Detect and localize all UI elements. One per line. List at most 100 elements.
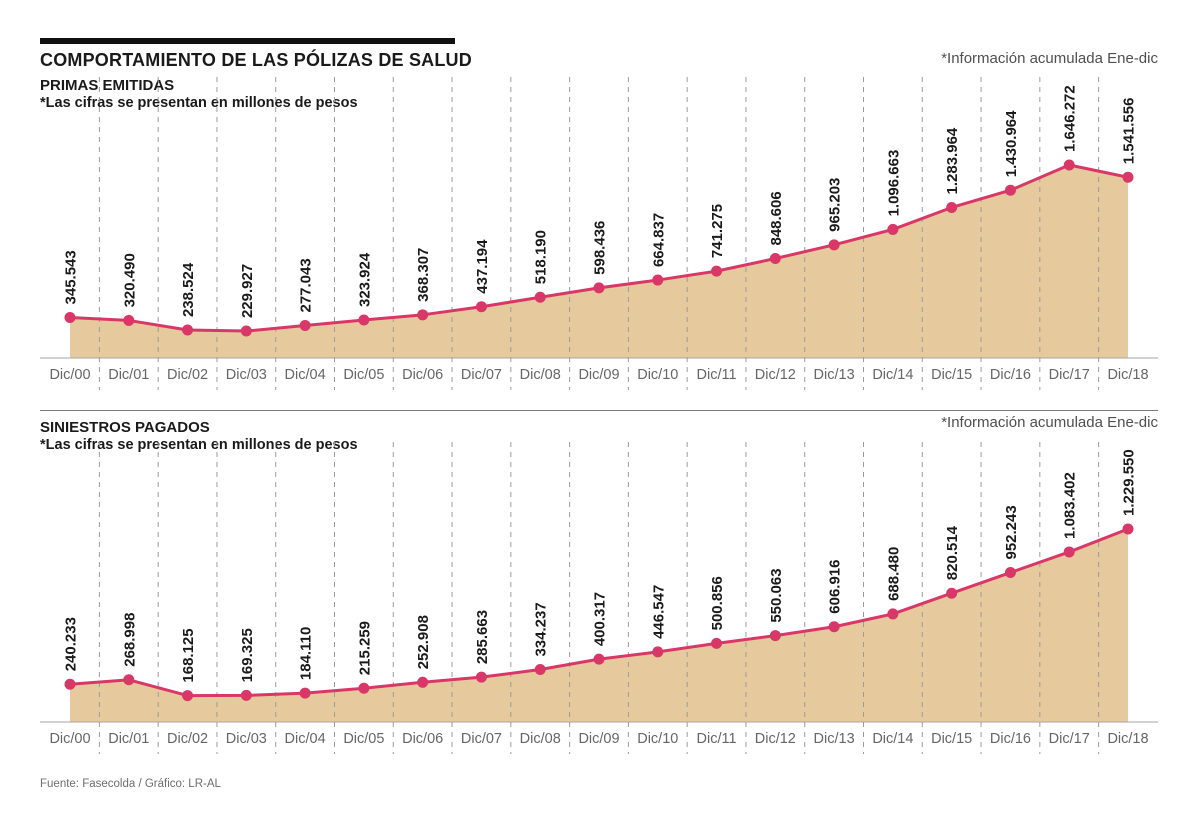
x-tick-label: Dic/15 bbox=[931, 367, 972, 383]
chart-title-primas: PRIMAS EMITIDAS bbox=[40, 77, 175, 94]
chart-subtitle-primas: *Las cifras se presentan en millones de … bbox=[40, 95, 358, 111]
data-point bbox=[769, 630, 781, 642]
value-label: 1.646.272 bbox=[1062, 85, 1079, 152]
data-point bbox=[358, 682, 370, 694]
x-tick-label: Dic/00 bbox=[49, 367, 90, 383]
value-label: 598.436 bbox=[592, 221, 609, 275]
x-tick-label: Dic/08 bbox=[520, 367, 561, 383]
x-tick-label: Dic/06 bbox=[402, 731, 443, 747]
x-tick-label: Dic/10 bbox=[637, 731, 678, 747]
value-label: 168.125 bbox=[180, 628, 197, 682]
value-label: 965.203 bbox=[827, 178, 844, 232]
data-point bbox=[652, 274, 664, 286]
value-label: 285.663 bbox=[474, 610, 491, 664]
x-tick-label: Dic/09 bbox=[578, 367, 619, 383]
x-tick-label: Dic/16 bbox=[990, 367, 1031, 383]
x-tick-label: Dic/08 bbox=[520, 731, 561, 747]
data-point bbox=[299, 687, 311, 699]
x-tick-label: Dic/02 bbox=[167, 367, 208, 383]
value-label: 277.043 bbox=[298, 258, 315, 312]
value-label: 252.908 bbox=[415, 615, 432, 669]
data-point bbox=[652, 646, 664, 658]
data-point bbox=[417, 309, 429, 321]
x-tick-label: Dic/12 bbox=[755, 367, 796, 383]
data-point bbox=[1063, 546, 1075, 558]
value-label: 550.063 bbox=[768, 568, 785, 622]
accumulation-note-bottom: *Información acumulada Ene-dic bbox=[941, 414, 1158, 431]
x-tick-label: Dic/00 bbox=[49, 731, 90, 747]
value-label: 323.924 bbox=[356, 252, 373, 307]
value-label: 446.547 bbox=[650, 585, 667, 639]
data-point bbox=[299, 320, 311, 332]
data-point bbox=[417, 676, 429, 688]
chart-subtitle-siniestros: *Las cifras se presentan en millones de … bbox=[40, 437, 358, 453]
value-label: 334.237 bbox=[533, 602, 550, 656]
data-point bbox=[946, 201, 958, 213]
data-point bbox=[1004, 567, 1016, 579]
x-tick-label: Dic/07 bbox=[461, 731, 502, 747]
source-credit: Fuente: Fasecolda / Gráfico: LR-AL bbox=[40, 778, 221, 790]
data-point bbox=[769, 253, 781, 265]
value-label: 606.916 bbox=[827, 559, 844, 613]
data-point bbox=[534, 291, 546, 303]
value-label: 215.259 bbox=[356, 621, 373, 675]
value-label: 240.233 bbox=[63, 617, 80, 671]
x-tick-label: Dic/13 bbox=[814, 731, 855, 747]
data-point bbox=[593, 653, 605, 665]
value-label: 848.606 bbox=[768, 191, 785, 245]
x-tick-label: Dic/03 bbox=[226, 731, 267, 747]
x-tick-label: Dic/11 bbox=[697, 731, 737, 747]
value-label: 320.490 bbox=[121, 253, 138, 307]
primas-emitidas-plot: 345.543 320.490 238.524 229.927 277.043 323.9… bbox=[40, 77, 1158, 390]
siniestros-pagados-plot: 240.233 268.998 168.125 169.325 184.110 215.2… bbox=[40, 442, 1158, 754]
x-tick-label: Dic/16 bbox=[990, 731, 1031, 747]
x-tick-label: Dic/18 bbox=[1107, 731, 1148, 747]
value-label: 368.307 bbox=[415, 248, 432, 302]
x-tick-label: Dic/17 bbox=[1049, 367, 1090, 383]
data-point bbox=[593, 282, 605, 294]
data-point bbox=[828, 239, 840, 251]
data-point bbox=[358, 314, 370, 326]
title-rule bbox=[40, 38, 455, 44]
value-label: 820.514 bbox=[944, 525, 961, 580]
value-label: 1.541.556 bbox=[1121, 98, 1138, 165]
data-point bbox=[475, 671, 487, 683]
data-point bbox=[711, 265, 723, 277]
value-label: 238.524 bbox=[180, 262, 197, 317]
data-point bbox=[475, 301, 487, 313]
value-label: 500.856 bbox=[709, 576, 726, 630]
data-point bbox=[1122, 523, 1134, 535]
x-tick-label: Dic/04 bbox=[285, 367, 326, 383]
data-point bbox=[240, 689, 252, 701]
data-point bbox=[182, 324, 194, 336]
data-point bbox=[887, 223, 899, 235]
value-label: 437.194 bbox=[474, 239, 491, 294]
data-point bbox=[1004, 184, 1016, 196]
value-label: 229.927 bbox=[239, 264, 256, 318]
x-tick-label: Dic/13 bbox=[814, 367, 855, 383]
data-point bbox=[123, 674, 135, 686]
value-label: 1.229.550 bbox=[1121, 449, 1138, 516]
data-point bbox=[182, 690, 194, 702]
x-tick-label: Dic/15 bbox=[931, 731, 972, 747]
value-label: 1.083.402 bbox=[1062, 472, 1079, 539]
data-point bbox=[828, 621, 840, 633]
value-label: 518.190 bbox=[533, 230, 550, 284]
x-tick-label: Dic/04 bbox=[285, 731, 326, 747]
data-point bbox=[1063, 159, 1075, 171]
value-label: 952.243 bbox=[1003, 505, 1020, 559]
data-point bbox=[64, 311, 76, 323]
x-tick-label: Dic/07 bbox=[461, 367, 502, 383]
x-tick-label: Dic/03 bbox=[226, 367, 267, 383]
data-point bbox=[123, 314, 135, 326]
value-label: 1.096.663 bbox=[885, 150, 902, 217]
data-point bbox=[711, 637, 723, 649]
x-tick-label: Dic/09 bbox=[578, 731, 619, 747]
x-tick-label: Dic/11 bbox=[697, 367, 737, 383]
data-point bbox=[240, 325, 252, 337]
data-point bbox=[64, 678, 76, 690]
x-tick-label: Dic/17 bbox=[1049, 731, 1090, 747]
x-tick-label: Dic/14 bbox=[872, 367, 913, 383]
x-tick-label: Dic/18 bbox=[1107, 367, 1148, 383]
